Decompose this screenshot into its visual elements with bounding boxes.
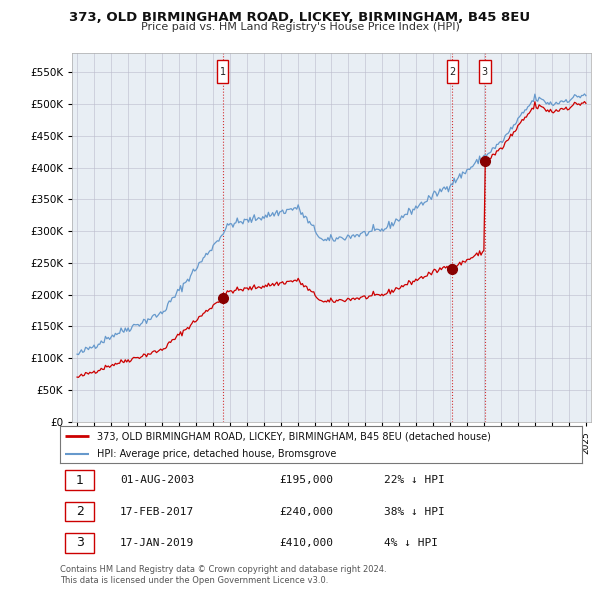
FancyBboxPatch shape [479, 61, 491, 83]
Text: Price paid vs. HM Land Registry's House Price Index (HPI): Price paid vs. HM Land Registry's House … [140, 22, 460, 32]
Text: £240,000: £240,000 [279, 507, 333, 516]
Text: 17-FEB-2017: 17-FEB-2017 [120, 507, 194, 516]
Text: 4% ↓ HPI: 4% ↓ HPI [383, 538, 437, 548]
Text: 17-JAN-2019: 17-JAN-2019 [120, 538, 194, 548]
FancyBboxPatch shape [446, 61, 458, 83]
Text: HPI: Average price, detached house, Bromsgrove: HPI: Average price, detached house, Brom… [97, 449, 336, 459]
Text: 1: 1 [220, 67, 226, 77]
Text: £195,000: £195,000 [279, 476, 333, 485]
Text: 1: 1 [76, 474, 83, 487]
Text: Contains HM Land Registry data © Crown copyright and database right 2024.
This d: Contains HM Land Registry data © Crown c… [60, 565, 386, 585]
Text: 01-AUG-2003: 01-AUG-2003 [120, 476, 194, 485]
Text: 38% ↓ HPI: 38% ↓ HPI [383, 507, 445, 516]
FancyBboxPatch shape [65, 502, 94, 522]
Text: £410,000: £410,000 [279, 538, 333, 548]
Text: 3: 3 [76, 536, 83, 549]
Text: 373, OLD BIRMINGHAM ROAD, LICKEY, BIRMINGHAM, B45 8EU (detached house): 373, OLD BIRMINGHAM ROAD, LICKEY, BIRMIN… [97, 431, 490, 441]
FancyBboxPatch shape [65, 533, 94, 553]
Text: 3: 3 [482, 67, 488, 77]
FancyBboxPatch shape [217, 61, 229, 83]
Text: 22% ↓ HPI: 22% ↓ HPI [383, 476, 445, 485]
FancyBboxPatch shape [65, 470, 94, 490]
Text: 2: 2 [76, 505, 83, 518]
Text: 2: 2 [449, 67, 455, 77]
Text: 373, OLD BIRMINGHAM ROAD, LICKEY, BIRMINGHAM, B45 8EU: 373, OLD BIRMINGHAM ROAD, LICKEY, BIRMIN… [70, 11, 530, 24]
